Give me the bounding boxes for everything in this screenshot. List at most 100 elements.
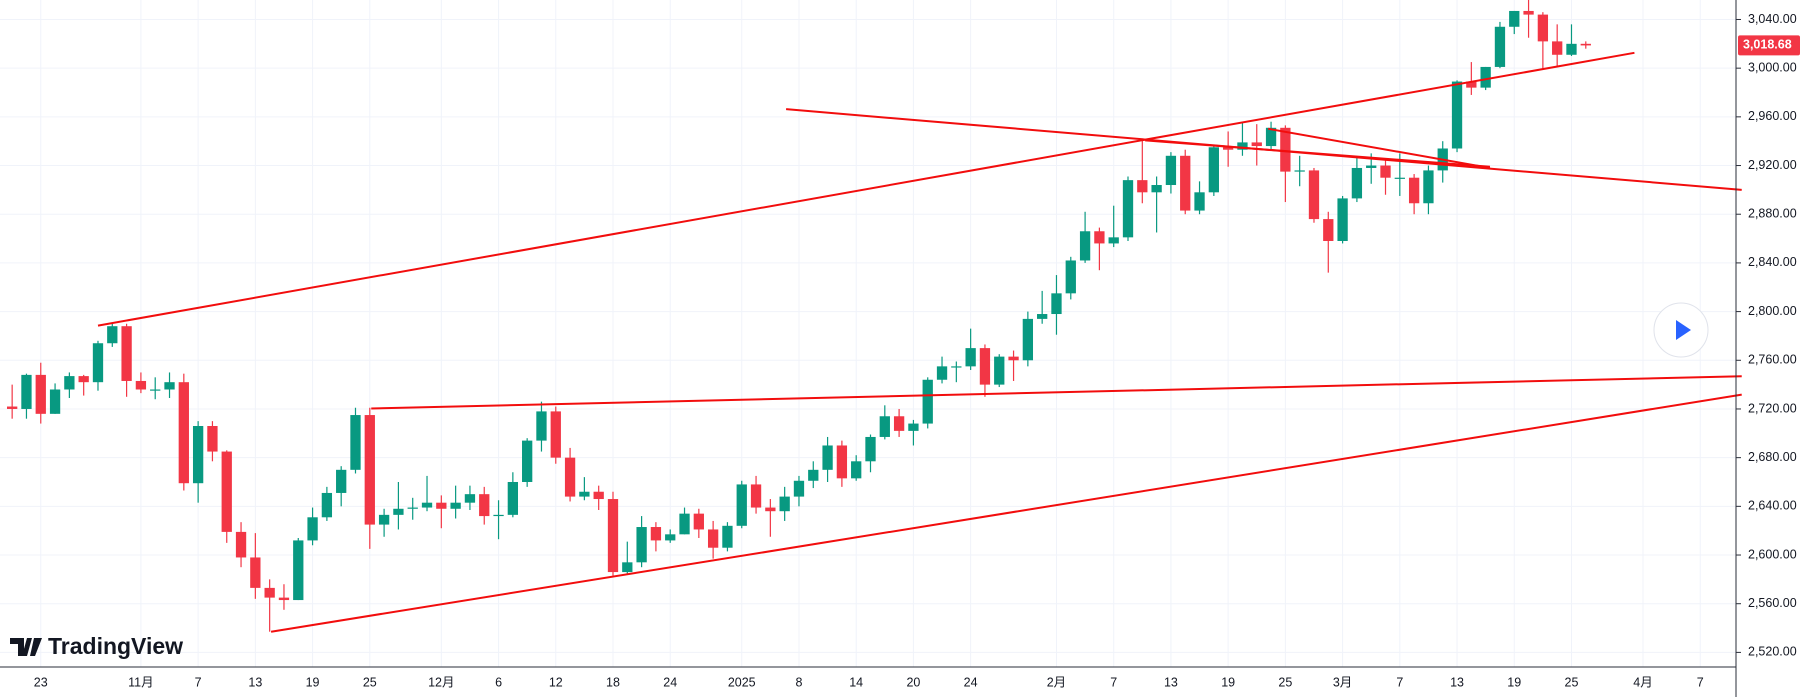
logo-icon bbox=[10, 638, 42, 656]
candle-body bbox=[278, 597, 290, 601]
x-tick-label: 24 bbox=[964, 675, 978, 689]
trend-line bbox=[371, 375, 1742, 410]
x-tick-label: 7 bbox=[195, 675, 202, 689]
candle-body bbox=[207, 426, 218, 452]
candle-body bbox=[378, 514, 390, 525]
x-tick-label: 3月 bbox=[1333, 675, 1352, 689]
x-tick-label: 7 bbox=[1396, 675, 1403, 689]
candle-body bbox=[393, 508, 404, 515]
candle-body bbox=[507, 481, 519, 515]
x-tick-label: 11月 bbox=[128, 675, 153, 689]
candle-body bbox=[593, 491, 604, 500]
candle-body bbox=[78, 376, 89, 383]
candle-body bbox=[1323, 219, 1334, 241]
candle-body bbox=[1580, 43, 1591, 46]
candle-body bbox=[707, 529, 719, 548]
logo-text: TradingView bbox=[48, 633, 183, 659]
candle-body bbox=[908, 423, 919, 431]
x-tick-label: 19 bbox=[306, 675, 320, 689]
play-icon[interactable] bbox=[1676, 320, 1691, 340]
candle-body bbox=[693, 513, 704, 530]
candle-body bbox=[822, 445, 833, 470]
x-tick-label: 6 bbox=[495, 675, 502, 689]
x-tick-label: 19 bbox=[1221, 675, 1235, 689]
candle-body bbox=[550, 411, 561, 458]
candle-body bbox=[293, 540, 304, 601]
y-tick-label: 2,960.00 bbox=[1748, 109, 1797, 123]
candle-body bbox=[779, 496, 790, 512]
y-tick-label: 2,800.00 bbox=[1748, 304, 1797, 318]
x-tick-label: 14 bbox=[849, 675, 863, 689]
candle-body bbox=[1509, 10, 1520, 27]
candle-body bbox=[107, 326, 118, 344]
x-tick-label: 12月 bbox=[428, 675, 454, 689]
candle-body bbox=[1537, 14, 1549, 42]
x-tick-label: 19 bbox=[1507, 675, 1521, 689]
y-tick-label: 2,600.00 bbox=[1748, 547, 1797, 561]
y-tick-label: 2,560.00 bbox=[1748, 596, 1797, 610]
candle-body bbox=[1494, 26, 1506, 67]
candle-body bbox=[192, 426, 204, 484]
y-tick-label: 2,520.00 bbox=[1748, 645, 1797, 659]
candle-body bbox=[636, 527, 647, 563]
candle-body bbox=[936, 366, 948, 380]
candle-body bbox=[579, 491, 590, 497]
candle-body bbox=[1208, 147, 1219, 193]
candle-body bbox=[979, 348, 991, 385]
candle-body bbox=[1194, 192, 1205, 211]
last-price-label: 3,018.68 bbox=[1743, 38, 1792, 52]
y-tick-label: 2,680.00 bbox=[1748, 450, 1797, 464]
candle-body bbox=[235, 531, 247, 558]
x-tick-label: 25 bbox=[1278, 675, 1292, 689]
candle-body bbox=[722, 525, 733, 548]
candle-body bbox=[1165, 155, 1177, 186]
candle-body bbox=[250, 557, 261, 588]
candle-body bbox=[221, 451, 232, 532]
candle-body bbox=[407, 507, 418, 509]
candle-body bbox=[421, 502, 433, 508]
candle-body bbox=[893, 416, 905, 431]
candle-body bbox=[450, 502, 461, 509]
candle-body bbox=[7, 406, 18, 409]
candle-body bbox=[622, 562, 633, 573]
candle-body bbox=[650, 527, 662, 541]
x-tick-label: 7 bbox=[1110, 675, 1117, 689]
x-tick-label: 24 bbox=[663, 675, 677, 689]
candle-body bbox=[1366, 165, 1377, 168]
candle-body bbox=[1151, 185, 1162, 193]
play-button[interactable] bbox=[1653, 302, 1709, 358]
candle-body bbox=[879, 416, 890, 437]
x-tick-label: 20 bbox=[906, 675, 920, 689]
candle-body bbox=[1051, 293, 1062, 315]
candle-body bbox=[49, 389, 61, 414]
candle-body bbox=[736, 484, 747, 526]
candle-body bbox=[1451, 81, 1463, 149]
y-tick-label: 2,840.00 bbox=[1748, 255, 1797, 269]
candle-body bbox=[1351, 167, 1363, 199]
x-tick-label: 25 bbox=[1565, 675, 1579, 689]
candle-body bbox=[836, 445, 848, 479]
y-tick-label: 2,880.00 bbox=[1748, 207, 1797, 221]
candle-body bbox=[1094, 231, 1105, 244]
x-tick-label: 12 bbox=[549, 675, 563, 689]
candle-body bbox=[564, 457, 576, 497]
candle-body bbox=[865, 436, 876, 462]
candle-body bbox=[150, 389, 161, 391]
candle-body bbox=[364, 415, 375, 525]
candle-body bbox=[264, 587, 275, 598]
candle-body bbox=[1380, 165, 1391, 178]
y-tick-label: 2,640.00 bbox=[1748, 499, 1797, 513]
candle-body bbox=[1122, 180, 1134, 238]
candle-body bbox=[808, 469, 819, 481]
candle-body bbox=[164, 382, 175, 390]
plot bbox=[7, 0, 1742, 633]
candle-body bbox=[1108, 237, 1119, 244]
candle-body bbox=[1237, 142, 1248, 150]
x-tick-label: 25 bbox=[363, 675, 377, 689]
candle-body bbox=[851, 461, 862, 479]
candle-body bbox=[750, 484, 762, 508]
x-tick-label: 8 bbox=[795, 675, 802, 689]
candle-body bbox=[536, 411, 547, 441]
candle-body bbox=[35, 374, 46, 414]
candle-body bbox=[307, 517, 318, 541]
